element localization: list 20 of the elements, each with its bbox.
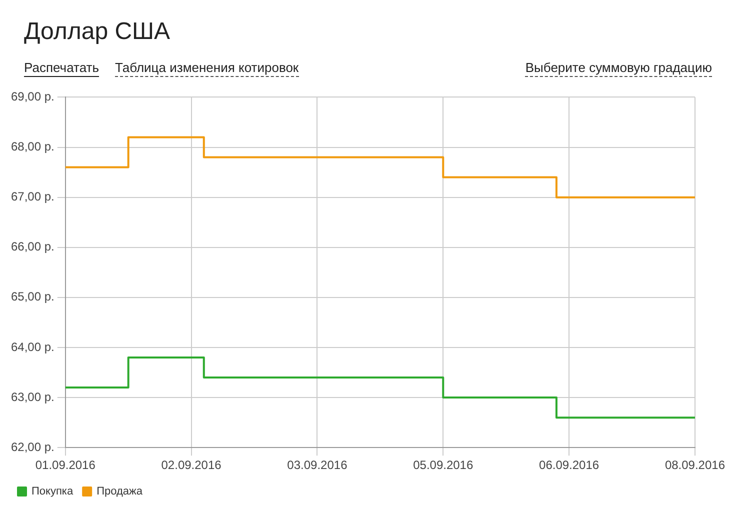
y-tick-label: 66,00 р. <box>10 240 54 254</box>
x-tick-label: 01.09.2016 <box>35 458 96 472</box>
y-tick-label: 65,00 р. <box>10 290 54 304</box>
text: Таблица изменения котировок <box>115 60 299 77</box>
x-tick-label: 06.09.2016 <box>539 458 600 472</box>
y-tick-label: 67,00 р. <box>10 190 54 204</box>
chart-title: Доллар США <box>23 17 172 46</box>
legend-label: Покупка <box>32 486 74 498</box>
legend-label: Продажа <box>96 486 144 498</box>
y-tick-label: 63,00 р. <box>10 390 54 404</box>
x-tick-label: 03.09.2016 <box>287 458 348 472</box>
y-tick-label: 68,00 р. <box>10 140 54 154</box>
y-tick-label: 69,00 р. <box>10 90 54 104</box>
x-tick-label: 08.09.2016 <box>664 458 726 472</box>
text: Распечатать <box>24 60 100 77</box>
y-tick-label: 64,00 р. <box>10 340 54 354</box>
y-tick-label: 62,00 р. <box>10 440 54 454</box>
x-tick-label: 02.09.2016 <box>161 458 222 472</box>
x-tick-label: 05.09.2016 <box>413 458 474 472</box>
text: Выберите суммовую градацию <box>525 60 712 77</box>
